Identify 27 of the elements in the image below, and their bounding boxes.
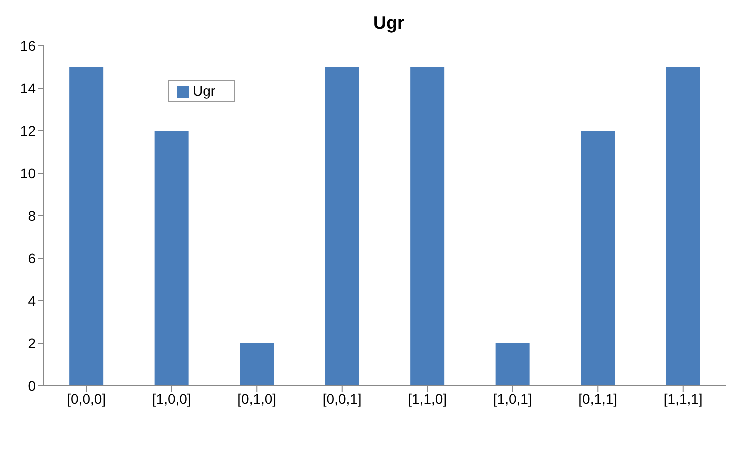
x-tick-label: [0,0,1] bbox=[322, 390, 362, 407]
x-tick-label: [1,1,1] bbox=[664, 390, 703, 407]
bar bbox=[496, 344, 530, 386]
legend-label: Ugr bbox=[193, 83, 216, 99]
y-tick-label: 16 bbox=[20, 38, 36, 54]
bar bbox=[581, 131, 616, 386]
y-tick-label: 14 bbox=[20, 80, 36, 96]
y-tick-label: 6 bbox=[28, 250, 36, 266]
y-tick-label: 12 bbox=[20, 122, 36, 139]
y-tick-label: 10 bbox=[20, 165, 36, 182]
x-tick-label: [1,1,0] bbox=[408, 390, 448, 407]
bar bbox=[666, 67, 700, 386]
x-tick-label: [0,1,0] bbox=[238, 390, 277, 407]
y-tick-label: 8 bbox=[28, 208, 36, 224]
y-tick-label: 0 bbox=[28, 378, 36, 394]
bar bbox=[154, 131, 189, 386]
y-tick-label: 2 bbox=[28, 335, 36, 352]
x-tick-label: [0,0,0] bbox=[67, 390, 106, 407]
x-tick-label: [1,0,1] bbox=[493, 390, 532, 407]
y-tick-label: 4 bbox=[28, 292, 36, 309]
bar bbox=[240, 344, 274, 386]
bar bbox=[410, 67, 445, 386]
bar bbox=[70, 67, 104, 386]
bar bbox=[325, 67, 360, 386]
x-tick-label: [0,1,1] bbox=[578, 390, 618, 407]
x-tick-label: [1,0,0] bbox=[152, 390, 192, 407]
chart-title: Ugr bbox=[372, 12, 406, 35]
